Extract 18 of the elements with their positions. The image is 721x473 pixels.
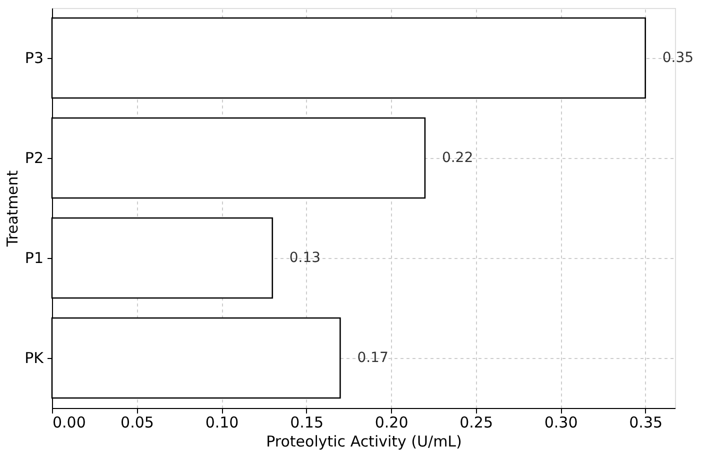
y-tick-label: P2 <box>24 149 44 167</box>
x-axis-title: Proteolytic Activity (U/mL) <box>266 432 462 450</box>
y-axis-title: Treatment <box>4 170 22 248</box>
y-tick-label: P1 <box>24 249 44 267</box>
x-tick-label: 0.35 <box>629 414 663 432</box>
data-label: 0.22 <box>442 150 474 166</box>
data-label: 0.17 <box>357 350 388 366</box>
y-tick-label: P3 <box>24 49 44 67</box>
x-tick-label: 0.15 <box>290 414 324 432</box>
x-tick-label: 0.30 <box>544 414 578 432</box>
x-tick-label: 0.00 <box>52 414 86 432</box>
x-tick-label: 0.20 <box>374 414 408 432</box>
data-label: 0.35 <box>662 50 694 66</box>
x-tick-label: 0.05 <box>120 414 154 432</box>
data-label: 0.13 <box>289 250 321 266</box>
x-tick-label: 0.25 <box>460 414 494 432</box>
y-tick-label: PK <box>24 349 45 367</box>
x-tick-label: 0.10 <box>205 414 239 432</box>
